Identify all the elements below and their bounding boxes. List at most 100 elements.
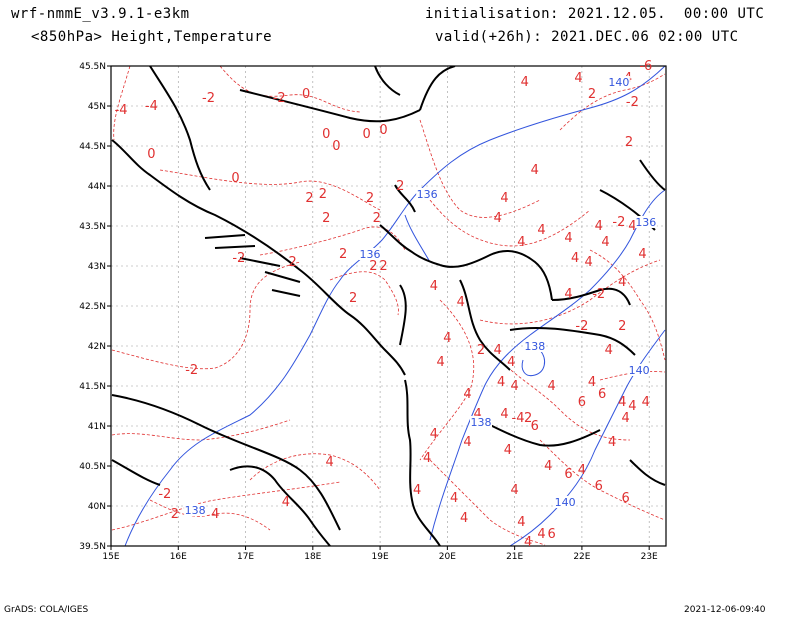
temperature-label: 4 [517,235,525,250]
temperature-label: -2 [158,487,171,502]
temperature-label: 4 [510,379,518,394]
temperature-label: -4 [145,99,158,114]
height-label-bg [470,416,492,428]
temperature-label: 4 [463,387,471,402]
lon-tick-label: 22E [573,552,590,562]
temperature-label: 2 [477,343,485,358]
temperature-label: 4 [423,451,431,466]
field-title: <850hPa> Height,Temperature [31,29,273,45]
temperature-label: 2 [588,87,596,102]
temperature-label: 2 [396,179,404,194]
temperature-label: 0 [379,123,387,138]
lat-tick-label: 43.5N [79,222,106,232]
height-label-bg [634,216,657,228]
temperature-label: 4 [638,247,646,262]
temperature-label: -2 [612,215,625,230]
temperature-label: 0 [147,147,155,162]
coastlines-borders [111,66,666,546]
temperature-label: 4 [413,483,421,498]
height-label-bg [359,248,381,260]
temperature-label: 4 [544,459,552,474]
lat-tick-label: 41N [88,422,106,432]
temperature-label: 4 [460,511,468,526]
height-label: 136 [360,248,381,261]
lat-tick-label: 39.5N [79,542,106,552]
temperature-label: -2 [575,319,588,334]
temperature-label: 2 [618,319,626,334]
temperature-label: -2 [232,251,245,266]
temperature-contours [111,66,666,546]
temperature-label: 0 [362,127,370,142]
height-label: 138 [471,416,492,429]
height-labels: 136 136 136 138 138 138 140 140 140 [184,76,657,517]
temperature-label: 4 [430,427,438,442]
temperature-label: 4 [605,343,613,358]
temperature-label: 2 [366,191,374,206]
lon-tick-label: 23E [641,552,658,562]
temperature-label: 4 [430,279,438,294]
temperature-label: 2 [373,211,381,226]
lon-tick-label: 21E [506,552,523,562]
temperature-label: 2 [322,211,330,226]
init-time: initialisation: 2021.12.05. 00:00 UTC [425,6,765,22]
temperature-label: 4 [443,331,451,346]
temperature-label: -2 [202,91,215,106]
temperature-label: 4 [608,435,616,450]
islands [204,234,301,297]
temperature-label: 4 [517,515,525,530]
footer-credit: GrADS: COLA/IGES [4,605,89,615]
height-label: 136 [417,188,438,201]
temperature-label: 4 [504,443,512,458]
temperature-label: -6 [639,59,652,74]
temperature-label: 6 [531,419,539,434]
temperature-label: 4 [325,455,333,470]
temperature-label: 4 [621,411,629,426]
temperature-label: 6 [547,527,555,542]
temperature-label: 6 [598,387,606,402]
temperature-label: 6 [595,479,603,494]
temperature-label: 2 [288,255,296,270]
temperature-label: 4 [564,287,572,302]
lon-tick-label: 19E [372,552,389,562]
height-label: 138 [185,504,206,517]
temperature-label: 0 [332,139,340,154]
temperature-label: 4 [537,223,545,238]
temperature-label: 4 [588,375,596,390]
temperature-label: 4 [564,231,572,246]
lon-tick-label: 16E [170,552,187,562]
temperature-label: 4 [618,395,626,410]
temperature-label: 4 [436,355,444,370]
temperature-label: 6 [564,467,572,482]
temperature-label: 2 [349,291,357,306]
height-label: 136 [635,216,656,229]
temperature-label: 4 [521,75,529,90]
temperature-label: 2 [319,187,327,202]
temperature-label: 4 [473,407,481,422]
height-label: 138 [524,340,545,353]
temperature-label: 2 [171,507,179,522]
temperature-label: 4 [463,435,471,450]
lat-tick-label: 40N [88,502,106,512]
temperature-label: 6 [621,491,629,506]
temperature-label: -4 [115,103,128,118]
temperature-label: 6 [578,395,586,410]
height-label-bg [554,496,577,508]
lat-tick-label: 45N [88,102,106,112]
temperature-label: 4 [595,219,603,234]
temperature-label: 4 [618,275,626,290]
temperature-label: 4 [601,235,609,250]
temperature-label: 2 [305,191,313,206]
model-title: wrf-nmmE_v3.9.1-e3km [11,6,190,22]
height-label: 140 [555,496,576,509]
temperature-label: 4 [450,491,458,506]
temperature-label: 4 [500,407,508,422]
temperature-label: 4 [642,395,650,410]
lat-tick-label: 41.5N [79,382,106,392]
temperature-label: 2 [625,135,633,150]
temperature-label: 4 [524,535,532,550]
height-label-bg [523,340,546,352]
height-label-bg [607,76,630,88]
lat-tick-label: 42N [88,342,106,352]
lat-tick-label: 44N [88,182,106,192]
valid-time: valid(+26h): 2021.DEC.06 02:00 UTC [435,29,739,45]
